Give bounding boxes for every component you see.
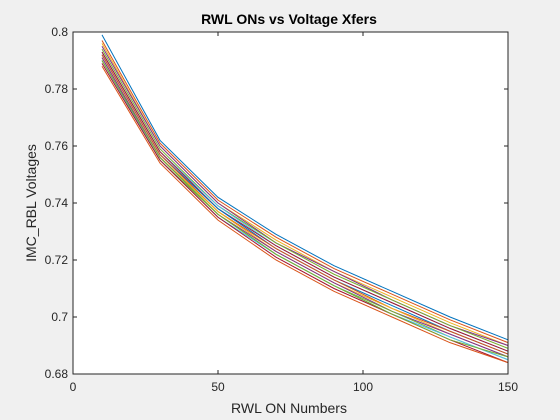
y-tick-label: 0.7 [51,310,68,324]
y-tick-label: 0.72 [45,253,69,267]
axes-layer: 0 50 100 150 0.68 0.7 0.72 0.74 0.76 0.78 0.8 [45,25,519,394]
series-line-9 [101,54,509,355]
y-tick-label: 0.68 [45,367,69,381]
x-tick-label: 100 [353,380,373,394]
y-axis-label: IMC_RBL Voltages [23,144,39,262]
chart-title: RWL ONs vs Voltage Xfers [201,11,377,27]
series-line-2 [101,40,509,344]
y-tick-label: 0.76 [45,139,69,153]
x-axis-label: RWL ON Numbers [231,400,347,416]
x-tick-label: 50 [211,380,225,394]
series-line-5 [101,48,509,349]
y-tick-label: 0.8 [51,25,68,39]
series-line-7 [101,51,509,352]
x-tick-label: 0 [70,380,77,394]
plot-area [73,32,508,374]
x-tick-label: 150 [498,380,518,394]
y-tick-label: 0.78 [45,82,69,96]
series-line-16 [101,60,509,358]
series-line-1 [101,34,509,341]
y-tick-label: 0.74 [45,196,69,210]
series-line-15 [101,65,509,364]
series-layer [101,34,509,364]
